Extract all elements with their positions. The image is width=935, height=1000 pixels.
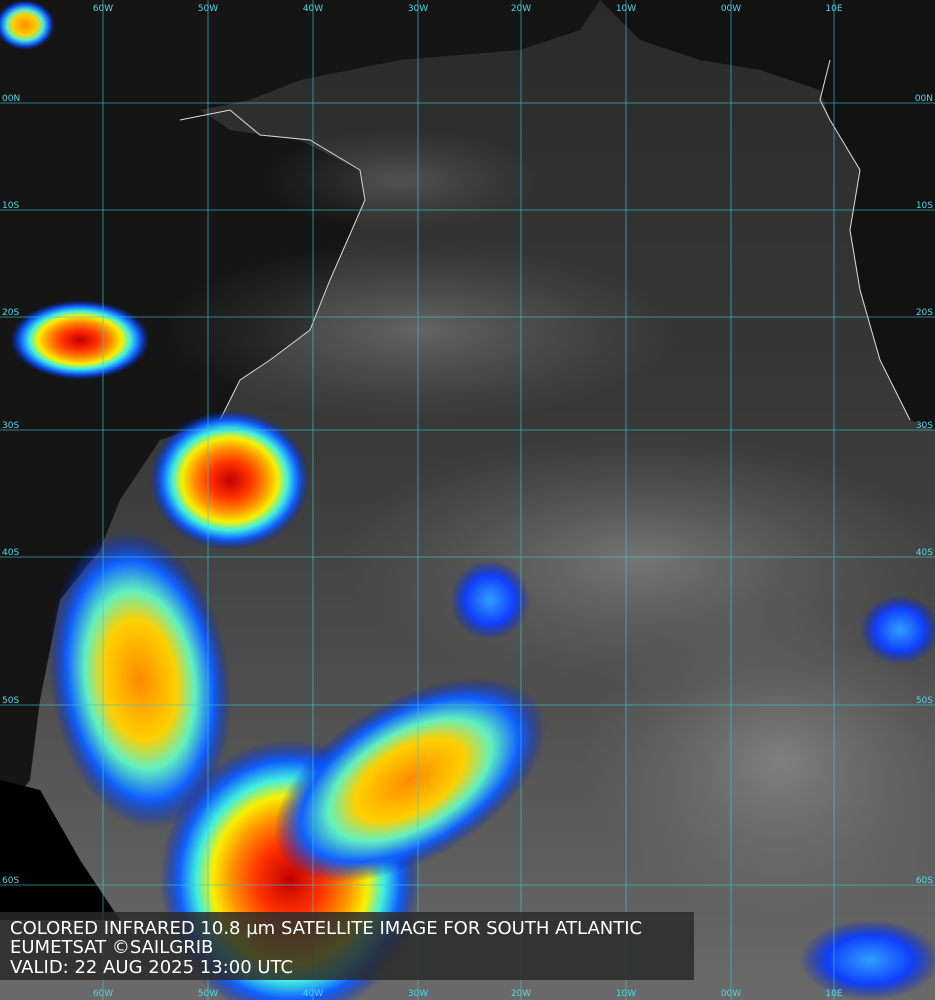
storm-cell — [860, 595, 935, 665]
cloud-band — [260, 130, 540, 230]
latitude-label: 10S — [2, 201, 19, 211]
latitude-label: 40S — [916, 548, 933, 558]
africa — [600, 0, 935, 430]
latitude-label: 60S — [2, 876, 19, 886]
latitude-label: 40S — [2, 548, 19, 558]
caption-line: COLORED INFRARED 10.8 µm SATELLITE IMAGE… — [10, 918, 642, 939]
latitude-label: 50S — [2, 696, 19, 706]
storm-cell — [10, 300, 150, 380]
longitude-label: 20W — [511, 989, 531, 999]
caption-box — [0, 912, 694, 980]
longitude-label: 60W — [93, 989, 113, 999]
latitude-label: 00N — [915, 94, 933, 104]
longitude-label: 10E — [825, 4, 842, 14]
latitude-label: 60S — [916, 876, 933, 886]
longitude-label: 50W — [198, 4, 218, 14]
caption-line: EUMETSAT ©SAILGRIB — [10, 937, 213, 958]
caption-line: VALID: 22 AUG 2025 13:00 UTC — [10, 957, 293, 978]
cloud-band — [580, 600, 935, 920]
longitude-label: 00W — [721, 989, 741, 999]
latitude-label: 00N — [2, 94, 20, 104]
longitude-label: 10E — [825, 989, 842, 999]
storm-cell — [450, 560, 530, 640]
longitude-label: 00W — [721, 4, 741, 14]
longitude-label: 20W — [511, 4, 531, 14]
longitude-label: 10W — [616, 4, 636, 14]
latitude-label: 20S — [916, 308, 933, 318]
longitude-label: 50W — [198, 989, 218, 999]
storm-cell — [150, 410, 310, 550]
latitude-label: 10S — [916, 201, 933, 211]
storm-cell — [0, 0, 55, 50]
latitude-label: 20S — [2, 308, 19, 318]
longitude-label: 40W — [303, 989, 323, 999]
longitude-label: 40W — [303, 4, 323, 14]
latitude-label: 50S — [916, 696, 933, 706]
cloud-band — [160, 240, 680, 420]
longitude-label: 60W — [93, 4, 113, 14]
latitude-label: 30S — [916, 421, 933, 431]
longitude-label: 30W — [408, 989, 428, 999]
south-america — [0, 0, 600, 820]
longitude-label: 30W — [408, 4, 428, 14]
latitude-label: 30S — [2, 421, 19, 431]
storm-cell — [274, 677, 546, 883]
longitude-label: 10W — [616, 989, 636, 999]
storm-cell — [800, 920, 935, 1000]
storm-cell — [48, 530, 232, 830]
